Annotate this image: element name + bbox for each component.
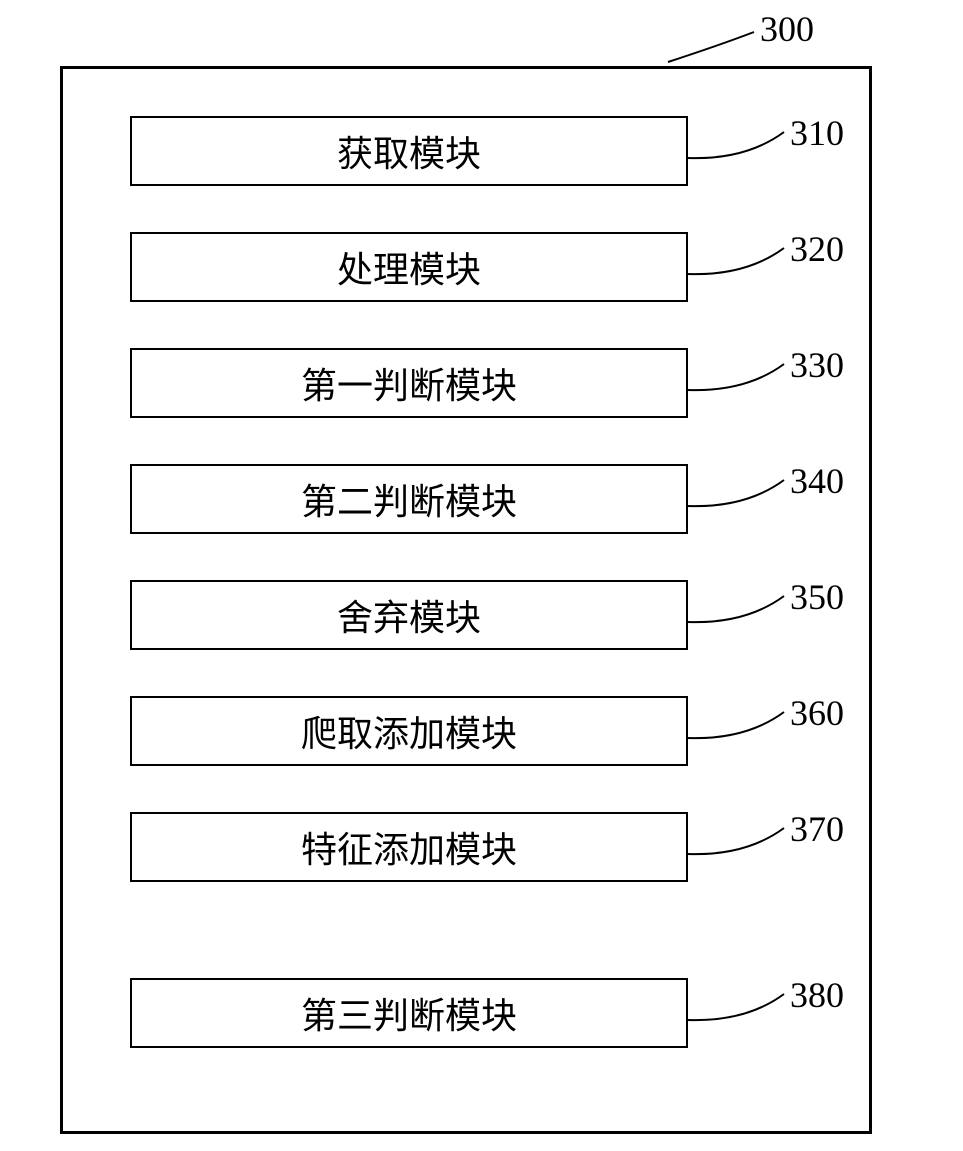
module-label-360: 360 [790,692,844,734]
module-text: 爬取添加模块 [301,705,517,757]
module-label-330: 330 [790,344,844,386]
module-box-330: 第一判断模块 [130,348,688,418]
module-text: 第二判断模块 [301,473,517,525]
module-label-310: 310 [790,112,844,154]
outer-label: 300 [760,8,814,50]
module-box-360: 爬取添加模块 [130,696,688,766]
module-text: 特征添加模块 [301,821,517,873]
module-label-350: 350 [790,576,844,618]
module-text: 舍弃模块 [337,589,481,641]
module-box-380: 第三判断模块 [130,978,688,1048]
module-box-310: 获取模块 [130,116,688,186]
module-text: 第三判断模块 [301,987,517,1039]
module-text: 第一判断模块 [301,357,517,409]
module-box-340: 第二判断模块 [130,464,688,534]
module-label-340: 340 [790,460,844,502]
module-box-370: 特征添加模块 [130,812,688,882]
module-label-320: 320 [790,228,844,270]
module-text: 处理模块 [337,241,481,293]
module-label-370: 370 [790,808,844,850]
module-box-320: 处理模块 [130,232,688,302]
module-text: 获取模块 [337,125,481,177]
module-box-350: 舍弃模块 [130,580,688,650]
module-label-380: 380 [790,974,844,1016]
